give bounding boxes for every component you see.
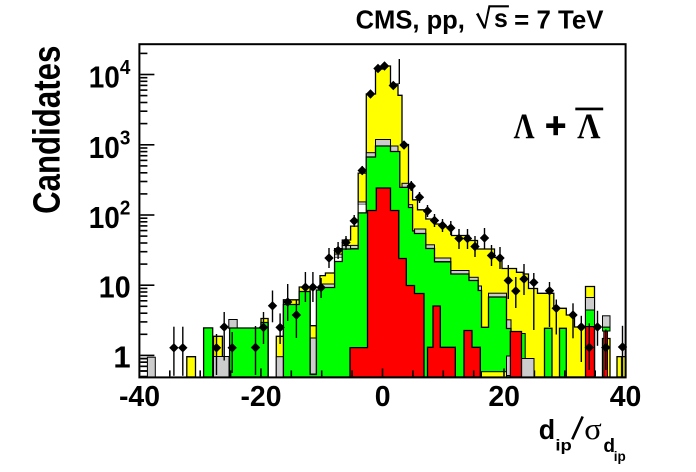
- svg-text:s: s: [494, 5, 508, 33]
- svg-text:1: 1: [113, 340, 130, 375]
- svg-text:10: 10: [89, 130, 120, 165]
- svg-text:= 7 TeV: = 7 TeV: [514, 7, 603, 35]
- svg-text:Candidates: Candidates: [27, 46, 69, 214]
- svg-text:Λ: Λ: [514, 106, 535, 146]
- svg-text:10: 10: [89, 200, 120, 235]
- svg-text:-40: -40: [119, 381, 160, 413]
- svg-text:d: d: [603, 436, 615, 457]
- svg-text:Λ: Λ: [577, 106, 600, 146]
- svg-text:0: 0: [375, 381, 391, 413]
- svg-text:ip: ip: [555, 438, 572, 455]
- svg-text:CMS, pp,: CMS, pp,: [356, 7, 465, 35]
- svg-text:2: 2: [120, 197, 130, 220]
- svg-text:10: 10: [89, 60, 120, 95]
- svg-text:20: 20: [488, 381, 520, 413]
- svg-text:σ: σ: [584, 411, 602, 446]
- svg-text:ip: ip: [614, 449, 626, 464]
- svg-text:4: 4: [120, 56, 131, 79]
- svg-text:-20: -20: [240, 381, 281, 413]
- svg-text:3: 3: [120, 127, 130, 150]
- svg-text:40: 40: [610, 381, 642, 413]
- svg-text:d: d: [539, 414, 555, 445]
- svg-text:10: 10: [99, 269, 131, 304]
